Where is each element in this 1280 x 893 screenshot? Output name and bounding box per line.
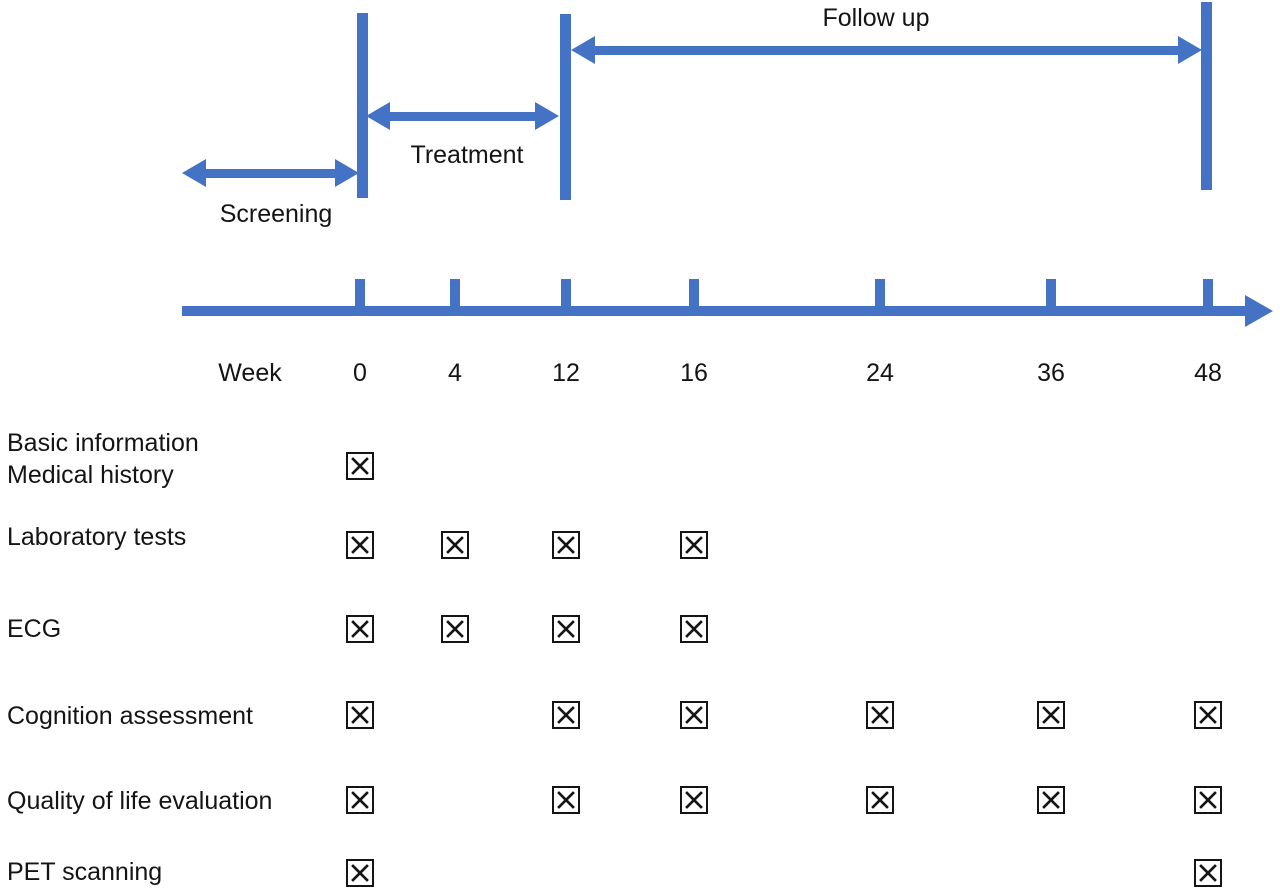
axis-week-label: Week	[218, 359, 282, 387]
checked-crossed-checkbox-icon	[680, 531, 708, 559]
checked-crossed-checkbox-icon	[346, 531, 374, 559]
checked-crossed-checkbox-icon	[552, 786, 580, 814]
checked-crossed-checkbox-icon	[552, 531, 580, 559]
checked-crossed-checkbox-icon	[346, 452, 374, 480]
axis-tick-week-48	[1203, 279, 1213, 307]
arrowhead-left-icon	[182, 159, 206, 187]
milestone-bar-week-12	[560, 14, 571, 200]
arrowhead-right-icon	[335, 159, 359, 187]
axis-tick-label-week-48: 48	[1194, 359, 1222, 387]
axis-tick-label-week-12: 12	[552, 359, 580, 387]
timeline-axis-arrowhead-icon	[1245, 295, 1273, 327]
checked-crossed-checkbox-icon	[346, 701, 374, 729]
checked-crossed-checkbox-icon	[346, 786, 374, 814]
axis-tick-week-12	[561, 279, 571, 307]
assessment-row-label: Cognition assessment	[7, 702, 253, 730]
checked-crossed-checkbox-icon	[552, 701, 580, 729]
assessment-row-label: Quality of life evaluation	[7, 787, 273, 815]
arrowhead-left-icon	[571, 36, 595, 64]
checked-crossed-checkbox-icon	[680, 615, 708, 643]
checked-crossed-checkbox-icon	[1037, 701, 1065, 729]
checked-crossed-checkbox-icon	[441, 615, 469, 643]
checked-crossed-checkbox-icon	[552, 615, 580, 643]
axis-tick-label-week-36: 36	[1037, 359, 1065, 387]
assessment-row-label: PET scanning	[7, 858, 163, 886]
axis-tick-week-4	[450, 279, 460, 307]
checked-crossed-checkbox-icon	[1194, 786, 1222, 814]
follow-up-phase-arrow	[571, 36, 1202, 64]
axis-tick-label-week-16: 16	[680, 359, 708, 387]
milestone-bar-week-0	[357, 13, 368, 198]
checked-crossed-checkbox-icon	[866, 701, 894, 729]
checked-crossed-checkbox-icon	[1194, 701, 1222, 729]
checked-crossed-checkbox-icon	[1194, 859, 1222, 887]
treatment-phase-arrow	[366, 102, 559, 130]
arrowhead-left-icon	[366, 102, 390, 130]
arrow-shaft	[387, 111, 538, 121]
phase-label-treatment: Treatment	[410, 141, 524, 169]
checked-crossed-checkbox-icon	[680, 786, 708, 814]
assessment-row-label: Laboratory tests	[7, 523, 187, 551]
arrowhead-right-icon	[535, 102, 559, 130]
checked-crossed-checkbox-icon	[680, 701, 708, 729]
timeline-axis	[182, 306, 1245, 316]
axis-tick-week-36	[1046, 279, 1056, 307]
assessment-row-label: ECG	[7, 615, 62, 643]
axis-tick-label-week-0: 0	[353, 359, 367, 387]
axis-tick-week-0	[355, 279, 365, 307]
arrowhead-right-icon	[1178, 36, 1202, 64]
checked-crossed-checkbox-icon	[441, 531, 469, 559]
axis-tick-week-16	[689, 279, 699, 307]
checked-crossed-checkbox-icon	[1037, 786, 1065, 814]
screening-phase-arrow	[182, 159, 359, 187]
milestone-bar-week-48	[1201, 2, 1212, 190]
axis-tick-label-week-4: 4	[448, 359, 462, 387]
phase-label-follow-up: Follow up	[822, 4, 930, 32]
checked-crossed-checkbox-icon	[346, 615, 374, 643]
phase-label-screening: Screening	[219, 200, 333, 228]
axis-tick-label-week-24: 24	[866, 359, 894, 387]
assessment-row-label: Basic information Medical history	[7, 429, 199, 489]
arrow-shaft	[592, 45, 1181, 55]
checked-crossed-checkbox-icon	[866, 786, 894, 814]
arrow-shaft	[203, 168, 338, 178]
axis-tick-week-24	[875, 279, 885, 307]
checked-crossed-checkbox-icon	[346, 859, 374, 887]
